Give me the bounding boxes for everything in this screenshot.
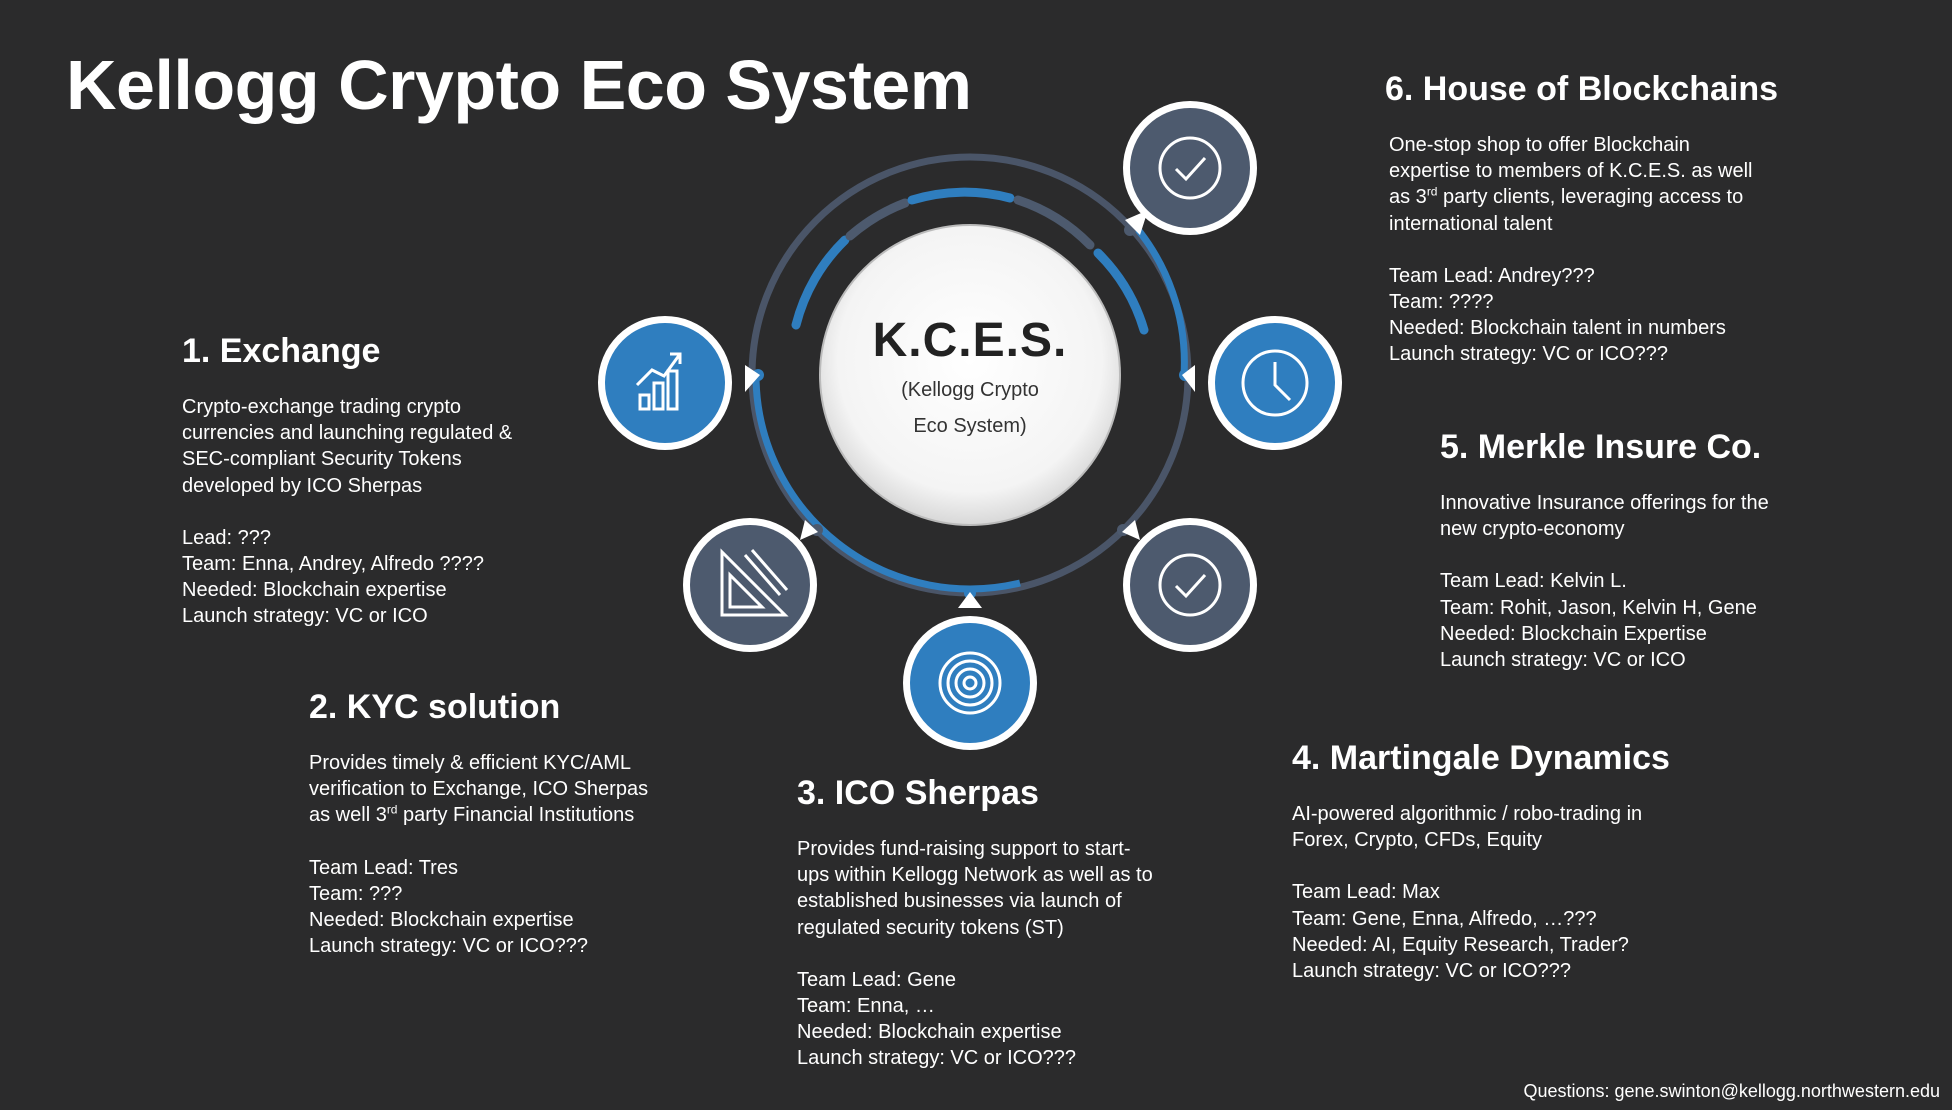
desc-line: One-stop shop to offer Blockchain	[1389, 134, 1690, 156]
center-circle	[819, 224, 1121, 526]
section-merkle: 5. Merkle Insure Co. Innovative Insuranc…	[1440, 426, 1769, 673]
inner-arc-blue-left	[791, 235, 850, 330]
info-line: Needed: Blockchain expertise	[182, 579, 447, 602]
info-line: Team Lead: Andrey???	[1389, 264, 1595, 287]
section-description: AI-powered algorithmic / robo-trading in…	[1292, 801, 1670, 853]
desc-line: currencies and launching regulated &	[182, 422, 513, 445]
section-exchange: 1. Exchange Crypto-exchange trading cryp…	[182, 330, 512, 630]
section-description: Crypto-exchange trading crypto currencie…	[182, 394, 512, 499]
inner-arc-blue-right	[1093, 248, 1149, 335]
checkmark-icon	[1158, 553, 1222, 617]
section-heading: 2. KYC solution	[309, 688, 561, 726]
node-kyc	[683, 518, 818, 652]
info-line: Launch strategy: VC or ICO???	[797, 1047, 1077, 1070]
info-line: Launch strategy: VC or ICO	[1440, 649, 1686, 672]
desc-line: as 3rd party clients, leveraging access …	[1389, 184, 1744, 209]
section-heading: 6. House of Blockchains	[1385, 70, 1778, 108]
info-line: Lead: ???	[182, 526, 271, 549]
info-line: Needed: Blockchain expertise	[797, 1021, 1062, 1044]
desc-line: Crypto-exchange trading crypto	[182, 396, 462, 418]
section-ico-sherpas: 3. ICO Sherpas Provides fund-raising sup…	[797, 772, 1153, 1072]
desc-line: developed by ICO Sherpas	[182, 474, 423, 497]
inner-arc-blue-top	[907, 187, 1015, 205]
ring-arc-left	[752, 374, 1021, 593]
desc-line: as well 3rd party Financial Institutions	[309, 802, 635, 827]
info-line: Team Lead: Max	[1292, 881, 1440, 904]
section-info: Lead: ??? Team: Enna, Andrey, Alfredo ??…	[182, 525, 512, 630]
info-line: Team: ????	[1389, 291, 1494, 314]
ring-arc-right-top	[1127, 217, 1188, 376]
section-description: Innovative Insurance offerings for the n…	[1440, 490, 1769, 542]
contact-footer: Questions: gene.swinton@kellogg.northwes…	[1523, 1081, 1940, 1101]
section-heading: 5. Merkle Insure Co.	[1440, 428, 1762, 466]
info-line: Needed: AI, Equity Research, Trader?	[1292, 933, 1629, 956]
desc-line: Provides fund-raising support to start-	[797, 838, 1131, 860]
info-line: Launch strategy: VC or ICO???	[1292, 960, 1572, 983]
desc-line: AI-powered algorithmic / robo-trading in	[1292, 803, 1643, 825]
checkmark-icon	[1158, 136, 1222, 200]
node-ico	[903, 592, 1037, 750]
desc-line: regulated security tokens (ST)	[797, 916, 1064, 939]
section-description: Provides fund-raising support to start- …	[797, 836, 1153, 941]
ruler-triangle-icon	[720, 548, 789, 617]
section-description: Provides timely & efficient KYC/AML veri…	[309, 750, 648, 829]
node-merkle	[1182, 316, 1342, 450]
info-line: Launch strategy: VC or ICO???	[1389, 343, 1669, 366]
desc-line: established businesses via launch of	[797, 890, 1122, 913]
node-house	[1123, 101, 1257, 235]
desc-line: international talent	[1389, 212, 1553, 235]
section-heading: 3. ICO Sherpas	[797, 774, 1039, 812]
info-line: Team: Rohit, Jason, Kelvin H, Gene	[1440, 596, 1757, 619]
section-info: Team Lead: Kelvin L. Team: Rohit, Jason,…	[1440, 568, 1769, 673]
section-martingale: 4. Martingale Dynamics AI-powered algori…	[1292, 737, 1670, 984]
info-line: Team: Gene, Enna, Alfredo, …???	[1292, 907, 1597, 930]
desc-line: verification to Exchange, ICO Sherpas	[309, 778, 649, 801]
info-line: Team Lead: Gene	[797, 968, 956, 991]
desc-line: Provides timely & efficient KYC/AML	[309, 752, 631, 774]
info-line: Team: ???	[309, 882, 403, 905]
info-line: Team Lead: Tres	[309, 856, 458, 879]
center-title: K.C.E.S.	[872, 314, 1068, 367]
info-line: Launch strategy: VC or ICO???	[309, 935, 589, 958]
desc-line: expertise to members of K.C.E.S. as well	[1389, 160, 1753, 183]
info-line: Needed: Blockchain expertise	[309, 909, 574, 932]
node-exchange	[598, 316, 760, 450]
info-line: Needed: Blockchain talent in numbers	[1389, 317, 1726, 340]
center-subtitle-line2: Eco System)	[913, 415, 1027, 437]
section-info: Team Lead: Tres Team: ??? Needed: Blockc…	[309, 855, 648, 960]
clock-icon	[1241, 349, 1309, 417]
desc-line: Forex, Crypto, CFDs, Equity	[1292, 829, 1543, 852]
info-line: Team: Enna, Andrey, Alfredo ????	[182, 553, 485, 576]
info-line: Needed: Blockchain Expertise	[1440, 622, 1707, 645]
target-icon	[938, 651, 1002, 715]
desc-line: Innovative Insurance offerings for the	[1440, 492, 1769, 514]
info-line: Launch strategy: VC or ICO	[182, 605, 428, 628]
info-line: Team: Enna, …	[797, 995, 935, 1018]
info-line: Team Lead: Kelvin L.	[1440, 570, 1627, 593]
section-description: One-stop shop to offer Blockchain expert…	[1385, 132, 1778, 237]
desc-line: SEC-compliant Security Tokens	[182, 448, 462, 471]
inner-arc-slate-left	[845, 198, 910, 241]
desc-line: new crypto-economy	[1440, 518, 1625, 541]
section-heading: 4. Martingale Dynamics	[1292, 739, 1670, 777]
center-label: K.C.E.S. (Kellogg Crypto Eco System)	[870, 310, 1070, 444]
page-title: Kellogg Crypto Eco System	[66, 46, 972, 124]
section-info: Team Lead: Andrey??? Team: ???? Needed: …	[1385, 263, 1778, 368]
inner-arc-slate-right	[1013, 195, 1095, 250]
section-heading: 1. Exchange	[182, 332, 381, 370]
bar-chart-growth-icon	[635, 352, 682, 411]
node-martingale	[1122, 518, 1257, 652]
center-subtitle-line1: (Kellogg Crypto	[901, 379, 1039, 401]
desc-line: ups within Kellogg Network as well as to	[797, 864, 1153, 887]
section-house: 6. House of Blockchains One-stop shop to…	[1385, 68, 1778, 368]
section-info: Team Lead: Max Team: Gene, Enna, Alfredo…	[1292, 879, 1670, 984]
section-info: Team Lead: Gene Team: Enna, … Needed: Bl…	[797, 967, 1153, 1072]
section-kyc: 2. KYC solution Provides timely & effici…	[309, 686, 648, 959]
